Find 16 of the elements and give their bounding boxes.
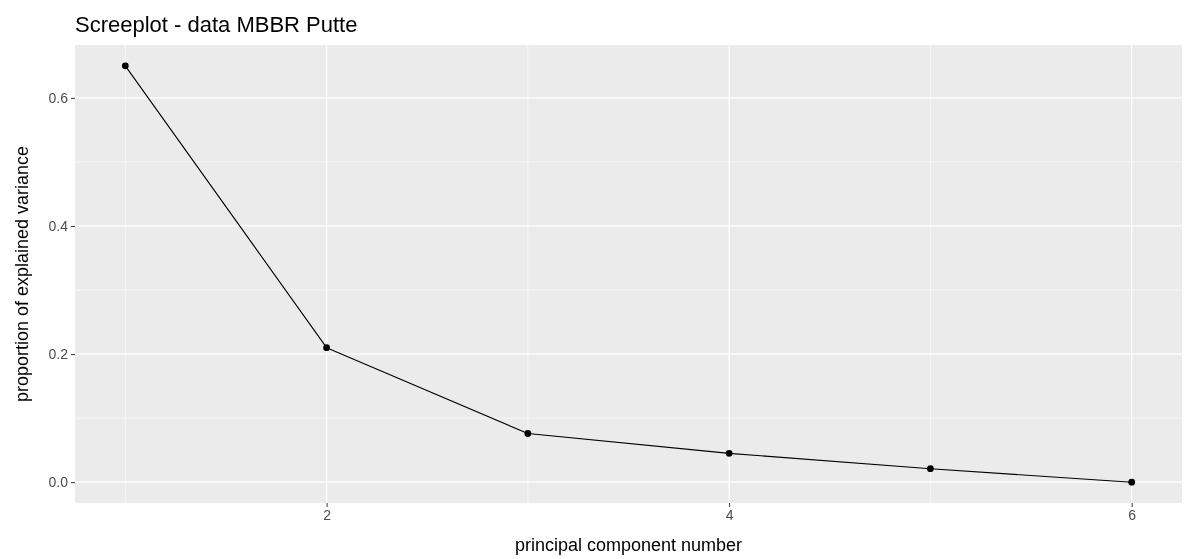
y-tick-label: 0.2 <box>48 346 69 363</box>
point <box>121 62 129 70</box>
chart-title: Screeplot - data MBBR Putte <box>75 12 358 37</box>
y-axis-title: proportion of explained variance <box>12 145 32 403</box>
x-tick-label: 2 <box>323 506 332 523</box>
y-tick-label: 0.4 <box>48 217 69 234</box>
point <box>524 430 532 437</box>
y-tick-label: 0.6 <box>48 89 69 106</box>
point <box>323 344 330 352</box>
y-tick-label: 0.0 <box>48 474 69 491</box>
point <box>1128 478 1136 486</box>
x-axis-title: principal component number <box>514 535 743 555</box>
point <box>927 465 934 473</box>
x-tick-label: 6 <box>1128 506 1137 523</box>
point <box>725 449 733 457</box>
x-tick-label: 4 <box>725 506 734 523</box>
